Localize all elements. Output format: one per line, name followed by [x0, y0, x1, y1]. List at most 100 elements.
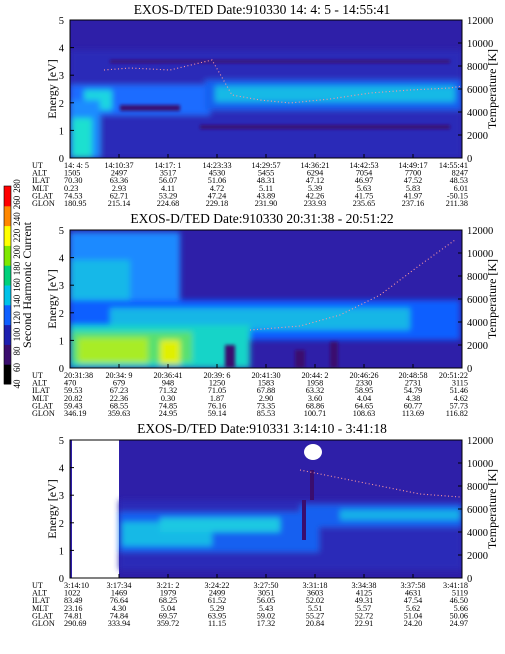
- panel-3-ephemeris-value: 3:27:50: [253, 581, 278, 590]
- panel-2-ephemeris-value: 20:31:38: [64, 371, 93, 380]
- panel-1-ephemeris-value: 5.11: [259, 184, 273, 193]
- panel-3-ephemeris-value: 23.16: [64, 604, 82, 613]
- panel-2-ytick-right-label: 10000: [467, 249, 493, 260]
- panel-3-ephemeris-value: 3051: [258, 589, 274, 598]
- panel-2-ephemeris-label: ILAT: [32, 386, 50, 395]
- panel-1-ephemeris-value: 14:36:21: [300, 161, 329, 170]
- panel-3-ephemeris-label: UT: [32, 581, 43, 590]
- panel-2-ephemeris-value: 71.32: [159, 386, 177, 395]
- panel-1-ephemeris-label: UT: [32, 161, 43, 170]
- colorbar-segment: [4, 285, 11, 306]
- panel-3-ytick-label: 4: [59, 464, 65, 475]
- panel-3-no-data-gap: [72, 440, 119, 578]
- panel-3-ephemeris-value: 3:17:34: [106, 581, 131, 590]
- panel-2-ephemeris-value: 3.60: [308, 394, 322, 403]
- panel-1-ephemeris-value: 229.18: [206, 199, 229, 208]
- panel-2-ephemeris-value: 470: [64, 379, 76, 388]
- panel-2-ephemeris-label: GLON: [32, 409, 55, 418]
- panel-3-ephemeris-value: 3:41:18: [443, 581, 468, 590]
- colorbar-segment: [4, 245, 11, 266]
- panel-2-ephemeris-value: 20:39: 6: [203, 371, 230, 380]
- panel-2-ephemeris-value: 85.53: [257, 409, 275, 418]
- panel-2-ephemeris-value: 59.43: [64, 401, 82, 410]
- panel-1-ephemeris-value: 47.24: [208, 191, 226, 200]
- panel-2-ephemeris-label: UT: [32, 371, 43, 380]
- panel-1-ephemeris-value: 47.52: [404, 176, 422, 185]
- panel-1-ytick-right-label: 10000: [467, 39, 493, 50]
- panel-3-ytick-label: 3: [59, 491, 64, 502]
- panel-3-ephemeris-value: 55.27: [306, 611, 324, 620]
- panel-1-ephemeris-label: ILAT: [32, 176, 50, 185]
- panel-3-ytick-right-label: 2000: [467, 551, 488, 562]
- panel-1-ephemeris-value: 4530: [209, 169, 225, 178]
- colorbar-segment: [4, 364, 11, 385]
- panel-1-ephemeris-value: 14: 4: 5: [64, 161, 89, 170]
- panel-3-ephemeris-value: 3:21: 2: [157, 581, 180, 590]
- panel-3-ephemeris-label: ILAT: [32, 596, 50, 605]
- panel-1-ephemeris-value: 62.71: [110, 191, 128, 200]
- panel-1-ephemeris-value: 1505: [64, 169, 80, 178]
- panel-1-ephemeris-value: 231.90: [255, 199, 278, 208]
- panel-2-ylabel: Energy [eV]: [45, 269, 59, 328]
- panel-2-ytick-label: 4: [59, 254, 65, 265]
- panel-3-ephemeris-value: 56.05: [257, 596, 275, 605]
- panel-3-ephemeris-value: 68.25: [159, 596, 177, 605]
- panel-2-ephemeris-value: 100.71: [304, 409, 327, 418]
- panel-2-ephemeris-value: 57.73: [450, 401, 468, 410]
- panel-2-ephemeris-value: 1583: [258, 379, 274, 388]
- colorbar-tick-label: 220: [12, 228, 22, 242]
- panel-1-ytick-label: 5: [59, 16, 64, 27]
- panel-2-ephemeris-value: 74.85: [159, 401, 177, 410]
- panel-2-ephemeris-value: 116.82: [446, 409, 468, 418]
- panel-3-ytick-right-label: 10000: [467, 459, 493, 470]
- panel-2-ephemeris-value: 73.35: [257, 401, 275, 410]
- panel-2-ephemeris-value: 108.63: [353, 409, 376, 418]
- panel-3-ylabel: Energy [eV]: [45, 479, 59, 538]
- panel-3-ephemeris-value: 46.50: [450, 596, 468, 605]
- panel-2-ephemeris-label: MLT: [32, 394, 49, 403]
- panel-1-ephemeris-value: 53.29: [159, 191, 177, 200]
- colorbar-tick-label: 180: [12, 261, 22, 275]
- panel-3-ephemeris-value: 74.84: [110, 611, 128, 620]
- colorbar: 40 60 80 100 120 140 160 180 200 220 240 260 280 Seco…: [3, 179, 34, 389]
- panel-1-ephemeris-value: 5.83: [406, 184, 420, 193]
- panel-2-ephemeris-value: 3115: [452, 379, 468, 388]
- panel-3-ephemeris-value: 47.54: [404, 596, 422, 605]
- panel-3-ephemeris-value: 50.06: [450, 611, 468, 620]
- panel-1-ephemeris-value: 2.93: [112, 184, 126, 193]
- panel-1-ephemeris-value: 48.31: [257, 176, 275, 185]
- panel-3-ephemeris-value: 5.57: [357, 604, 371, 613]
- panel-1-ephemeris-value: 42.26: [306, 191, 324, 200]
- panel-1-ytick-right-label: 0: [467, 154, 472, 165]
- panel-2-ytick-right-label: 0: [467, 364, 472, 375]
- panel-2-ephemeris-value: 4.62: [454, 394, 468, 403]
- panel-3-ephemeris-value: 290.69: [64, 619, 87, 628]
- panel-2-ephemeris-value: 679: [113, 379, 125, 388]
- panel-1-ephemeris-label: ALT: [32, 169, 47, 178]
- panel-3-ephemeris-value: 76.64: [110, 596, 128, 605]
- panel-1-ephemeris-value: 46.97: [355, 176, 373, 185]
- panel-1-ephemeris-value: 233.93: [304, 199, 327, 208]
- panel-2-ytick-label: 5: [59, 226, 64, 237]
- panel-1-ephemeris-value: 5455: [258, 169, 274, 178]
- colorbar-tick-label: 100: [12, 327, 22, 341]
- panel-2-ephemeris-value: 20:34: 9: [105, 371, 132, 380]
- panel-1-ephemeris-value: 6294: [307, 169, 323, 178]
- panel-2-ytick-right-label: 8000: [467, 272, 488, 283]
- panel-3-ephemeris-value: 20.84: [306, 619, 324, 628]
- colorbar-tick-label: 80: [12, 346, 22, 356]
- panel-3-ephemeris-value: 61.52: [208, 596, 226, 605]
- panel-2-plot: [70, 230, 462, 368]
- panel-3-title: EXOS-D/TED Date:910331 3:14:10 - 3:41:18: [137, 421, 387, 436]
- panel-3-ephemeris-value: 5.43: [259, 604, 273, 613]
- panel-3-plot: [70, 440, 462, 578]
- panel-1-ephemeris-value: 5.39: [308, 184, 322, 193]
- panel-1-ylabel: Energy [eV]: [45, 59, 59, 118]
- panel-1-ytick-label: 3: [59, 71, 64, 82]
- panel-3-ephemeris-value: 51.04: [404, 611, 422, 620]
- panel-2-ephemeris-value: 20:46:26: [349, 371, 378, 380]
- panel-3-ephemeris-value: 1469: [111, 589, 127, 598]
- colorbar-segment: [4, 186, 11, 207]
- panel-3-ephemeris-value: 3:14:10: [64, 581, 89, 590]
- panel-2-ephemeris-value: 359.63: [108, 409, 131, 418]
